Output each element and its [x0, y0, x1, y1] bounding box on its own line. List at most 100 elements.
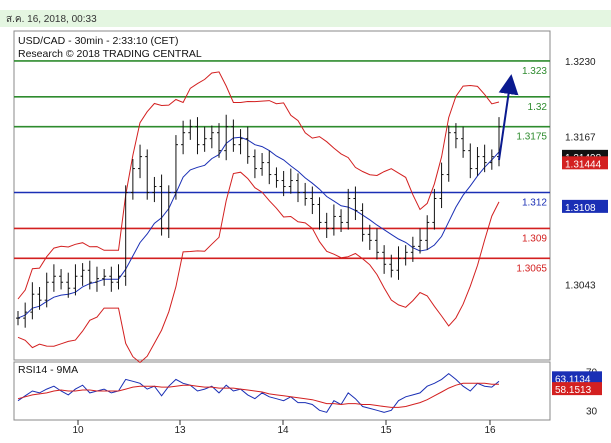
bands-group	[17, 71, 500, 364]
rsi-y-tick-label-1: 30	[586, 406, 598, 417]
candle	[382, 245, 387, 274]
candle	[274, 167, 279, 188]
date-label: ส.ค. 16, 2018, 00:33	[6, 14, 97, 25]
rsi-panel-frame	[13, 361, 551, 421]
price-marker-box-1	[562, 156, 608, 170]
candle	[209, 125, 214, 149]
candle	[30, 282, 35, 320]
candle	[346, 188, 351, 230]
x-tick-label-1: 13	[174, 425, 186, 436]
candle	[166, 185, 171, 238]
y-tick-label-1: 1.3167	[565, 132, 596, 143]
candle	[339, 209, 344, 232]
candle	[152, 176, 157, 203]
candle	[80, 263, 85, 286]
level-label-1: 1.32	[528, 102, 548, 113]
candle	[202, 126, 207, 152]
candle	[16, 310, 20, 326]
candle	[231, 119, 236, 152]
bollinger-lower	[17, 171, 500, 364]
candle	[374, 228, 379, 260]
candle	[159, 174, 164, 236]
candle	[260, 153, 265, 176]
candle	[446, 125, 451, 182]
candle	[410, 236, 415, 262]
candle	[94, 266, 99, 292]
candle	[418, 228, 423, 254]
bollinger-upper	[17, 71, 500, 300]
candle	[367, 224, 372, 250]
level-label-3: 1.312	[522, 198, 547, 209]
candle	[181, 120, 186, 155]
candle	[138, 144, 143, 179]
projection-arrow	[498, 74, 519, 161]
candle	[252, 149, 257, 179]
y-axis: 1.3230 1.3167 1.3043	[565, 57, 596, 292]
candle	[396, 246, 401, 280]
candle	[59, 269, 64, 290]
x-tick-label-0: 10	[72, 425, 84, 436]
date-strip	[0, 10, 611, 27]
candle	[461, 126, 466, 158]
candle	[217, 123, 222, 158]
levels-group: 1.323 1.32 1.3175 1.312 1.309 1.3065	[14, 60, 550, 274]
level-label-4: 1.309	[522, 233, 547, 244]
candle	[295, 173, 300, 203]
x-tick-label-4: 16	[484, 425, 496, 436]
candle	[51, 264, 56, 292]
price-marker-label-1: 1.31444	[565, 159, 602, 170]
candle	[403, 245, 408, 266]
rsi-marker-box-1	[552, 382, 602, 396]
level-label-2: 1.3175	[516, 132, 547, 143]
rsi-marker-label-1: 58.1513	[555, 385, 592, 396]
candle	[439, 162, 444, 209]
candle	[37, 287, 42, 310]
candle	[238, 129, 243, 155]
candle	[188, 119, 193, 140]
candle	[130, 159, 135, 200]
candle	[353, 186, 358, 221]
candle	[116, 264, 121, 290]
x-axis: 10 13 14 15 16	[72, 420, 496, 436]
candle	[267, 150, 272, 185]
level-label-5: 1.3065	[516, 263, 547, 274]
candle	[331, 204, 336, 236]
moving-average	[17, 136, 500, 319]
candle	[453, 123, 458, 149]
rsi-marker-box-0	[552, 371, 602, 385]
chart-title: USD/CAD - 30min - 2:33:10 (CET)	[18, 35, 178, 47]
rsi-title: RSI14 - 9MA	[18, 364, 78, 376]
candle	[468, 143, 473, 179]
price-marker-box-2	[562, 199, 608, 213]
rsi-marker-label-0: 63.1134	[555, 374, 591, 385]
level-label-0: 1.323	[522, 66, 547, 77]
candle	[389, 254, 394, 278]
candle	[145, 149, 150, 200]
rsi-ma-line	[17, 382, 499, 408]
candle	[489, 149, 494, 170]
candle	[109, 266, 114, 292]
candle	[44, 272, 49, 308]
candle	[224, 114, 229, 161]
candle	[123, 185, 128, 286]
candle	[195, 117, 200, 155]
candle	[102, 269, 107, 286]
candles-group	[16, 114, 501, 328]
candle	[324, 212, 329, 238]
main-panel-frame	[13, 30, 551, 361]
x-tick-label-3: 15	[380, 425, 392, 436]
candle	[23, 302, 28, 328]
candle	[288, 168, 293, 194]
candle	[425, 215, 430, 250]
y-tick-label-0: 1.3230	[565, 57, 596, 68]
candle	[245, 126, 250, 164]
y-tick-label-2: 1.3043	[565, 281, 596, 292]
candle	[317, 197, 322, 230]
price-marker-label-2: 1.3108	[565, 203, 596, 214]
candle	[87, 260, 92, 290]
chart-subtitle: Research © 2018 TRADING CENTRAL	[18, 48, 202, 60]
x-tick-label-2: 14	[277, 425, 289, 436]
candle	[475, 147, 480, 176]
